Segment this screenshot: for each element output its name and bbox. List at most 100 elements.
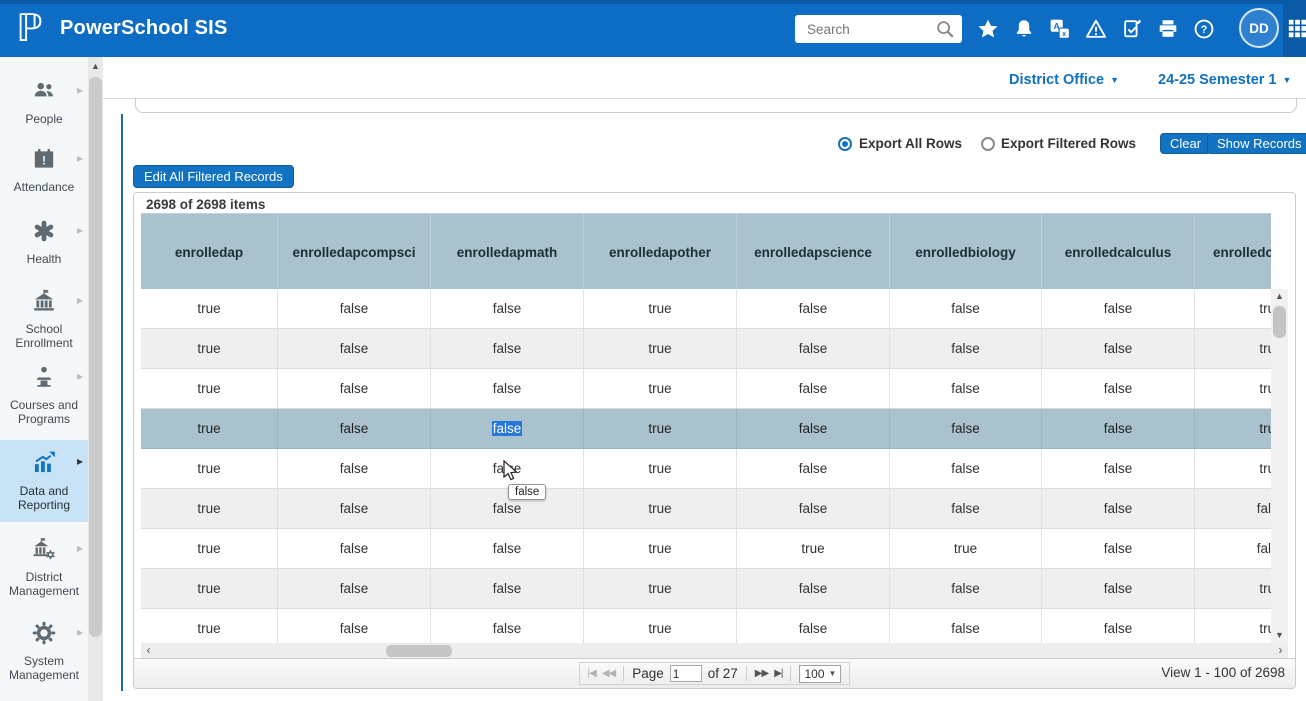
column-header-enrolledche[interactable]: enrolledche: [1195, 214, 1271, 290]
grid-cell[interactable]: false: [1042, 529, 1195, 568]
grid-cell[interactable]: true: [584, 409, 737, 448]
grid-cell[interactable]: true: [141, 489, 278, 528]
grid-cell[interactable]: true: [1195, 449, 1271, 488]
sidebar-item-data-and-reporting[interactable]: Data and Reporting ▸: [0, 440, 88, 522]
help-icon[interactable]: ?: [1192, 17, 1215, 40]
avatar[interactable]: DD: [1239, 8, 1279, 48]
prev-page-button[interactable]: ◀◀: [601, 668, 616, 679]
grid-cell[interactable]: false: [431, 289, 584, 328]
sidebar-item-courses-and-programs[interactable]: Courses and Programs ▸: [0, 355, 88, 435]
export-all-rows-radio[interactable]: [838, 137, 852, 151]
grid-cell[interactable]: false: [1195, 489, 1271, 528]
grid-cell[interactable]: true: [1195, 409, 1271, 448]
grid-cell[interactable]: true: [1195, 609, 1271, 643]
column-header-enrolledapcompsci[interactable]: enrolledapcompsci: [278, 214, 431, 290]
column-header-enrolledbiology[interactable]: enrolledbiology: [890, 214, 1042, 290]
grid-vertical-scrollbar[interactable]: ▲ ▼: [1271, 289, 1288, 643]
powerschool-logo-icon[interactable]: ℙ: [16, 6, 43, 50]
table-row[interactable]: truefalsefalsetruefalsefalsefalsetrue: [141, 449, 1271, 489]
grid-cell[interactable]: false: [278, 289, 431, 328]
sidebar-item-district-management[interactable]: District Management ▸: [0, 527, 88, 603]
grid-cell[interactable]: true: [584, 569, 737, 608]
grid-cell[interactable]: false: [737, 329, 890, 368]
scroll-right-icon[interactable]: ›: [1278, 643, 1283, 657]
grid-cell[interactable]: false: [890, 329, 1042, 368]
grid-cell[interactable]: false: [431, 369, 584, 408]
print-icon[interactable]: [1156, 17, 1179, 40]
grid-cell[interactable]: false: [890, 489, 1042, 528]
grid-cell[interactable]: false: [278, 569, 431, 608]
grid-cell[interactable]: false: [1042, 409, 1195, 448]
column-header-enrolledapother[interactable]: enrolledapother: [584, 214, 737, 290]
edit-all-filtered-records-button[interactable]: Edit All Filtered Records: [133, 165, 294, 188]
grid-cell[interactable]: false: [431, 529, 584, 568]
grid-cell[interactable]: true: [584, 449, 737, 488]
grid-cell[interactable]: true: [141, 609, 278, 643]
table-row[interactable]: truefalsefalsetruefalsefalsefalsefalse: [141, 489, 1271, 529]
grid-cell[interactable]: false: [278, 369, 431, 408]
grid-cell[interactable]: false: [737, 449, 890, 488]
apps-grid-icon[interactable]: [1288, 19, 1306, 43]
sidebar-item-people[interactable]: People ▸: [0, 69, 88, 133]
grid-cell[interactable]: false: [431, 489, 584, 528]
report-clipboard-icon[interactable]: [1120, 17, 1143, 40]
grid-cell[interactable]: false: [737, 369, 890, 408]
grid-cell[interactable]: true: [584, 289, 737, 328]
scroll-down-icon[interactable]: ▼: [1275, 630, 1284, 640]
table-row[interactable]: truefalsefalsetruetruetruefalsefalse: [141, 529, 1271, 569]
grid-cell[interactable]: false: [1042, 449, 1195, 488]
horizontal-scrollbar-thumb[interactable]: [386, 645, 452, 657]
school-selector[interactable]: District Office ▼: [1009, 72, 1119, 88]
grid-cell[interactable]: false: [737, 289, 890, 328]
grid-cell[interactable]: false: [431, 329, 584, 368]
grid-cell[interactable]: true: [141, 449, 278, 488]
grid-cell[interactable]: true: [141, 529, 278, 568]
alerts-warning-icon[interactable]: [1084, 17, 1107, 40]
grid-cell[interactable]: true: [584, 609, 737, 643]
grid-cell[interactable]: true: [1195, 329, 1271, 368]
grid-cell[interactable]: true: [737, 529, 890, 568]
grid-cell[interactable]: true: [1195, 289, 1271, 328]
column-header-enrolledcalculus[interactable]: enrolledcalculus: [1042, 214, 1195, 290]
grid-cell[interactable]: false: [890, 569, 1042, 608]
grid-cell[interactable]: true: [584, 329, 737, 368]
grid-cell[interactable]: false: [890, 609, 1042, 643]
grid-cell[interactable]: false: [1195, 529, 1271, 568]
grid-cell[interactable]: true: [141, 329, 278, 368]
table-row[interactable]: truefalsefalsetruefalsefalsefalsetrue: [141, 569, 1271, 609]
grid-cell[interactable]: true: [1195, 569, 1271, 608]
grid-cell[interactable]: false: [278, 529, 431, 568]
table-row[interactable]: truefalsefalsetruefalsefalsefalsetrue: [141, 409, 1271, 449]
search-icon[interactable]: [934, 18, 956, 40]
grid-cell[interactable]: true: [141, 369, 278, 408]
grid-cell[interactable]: true: [141, 409, 278, 448]
grid-cell[interactable]: false: [278, 449, 431, 488]
table-row[interactable]: truefalsefalsetruefalsefalsefalsetrue: [141, 289, 1271, 329]
scroll-up-icon[interactable]: ▲: [1275, 291, 1284, 301]
grid-cell[interactable]: false: [737, 489, 890, 528]
sidebar-item-school-enrollment[interactable]: School Enrollment ▸: [0, 279, 88, 351]
next-page-button[interactable]: ▶▶: [754, 668, 769, 679]
sidebar-item-attendance[interactable]: ! Attendance ▸: [0, 137, 88, 203]
clear-button[interactable]: Clear: [1160, 133, 1212, 154]
sidebar-item-health[interactable]: Health ▸: [0, 209, 88, 271]
grid-cell[interactable]: false: [737, 569, 890, 608]
favorites-star-icon[interactable]: [976, 17, 999, 40]
table-row[interactable]: truefalsefalsetruefalsefalsefalsetrue: [141, 329, 1271, 369]
page-number-input[interactable]: [669, 665, 702, 682]
grid-cell[interactable]: false: [1042, 329, 1195, 368]
grid-cell[interactable]: false: [1042, 289, 1195, 328]
grid-cell[interactable]: false: [431, 609, 584, 643]
show-records-button[interactable]: Show Records: [1207, 133, 1306, 154]
first-page-button[interactable]: |◀: [587, 668, 597, 679]
grid-cell[interactable]: false: [890, 289, 1042, 328]
grid-cell[interactable]: false: [1042, 369, 1195, 408]
vertical-scrollbar-thumb[interactable]: [1273, 306, 1286, 338]
term-selector[interactable]: 24-25 Semester 1 ▼: [1158, 72, 1291, 88]
grid-cell[interactable]: true: [890, 529, 1042, 568]
grid-cell[interactable]: true: [141, 569, 278, 608]
last-page-button[interactable]: ▶|: [774, 668, 783, 679]
grid-cell[interactable]: true: [1195, 369, 1271, 408]
grid-cell[interactable]: false: [1042, 609, 1195, 643]
